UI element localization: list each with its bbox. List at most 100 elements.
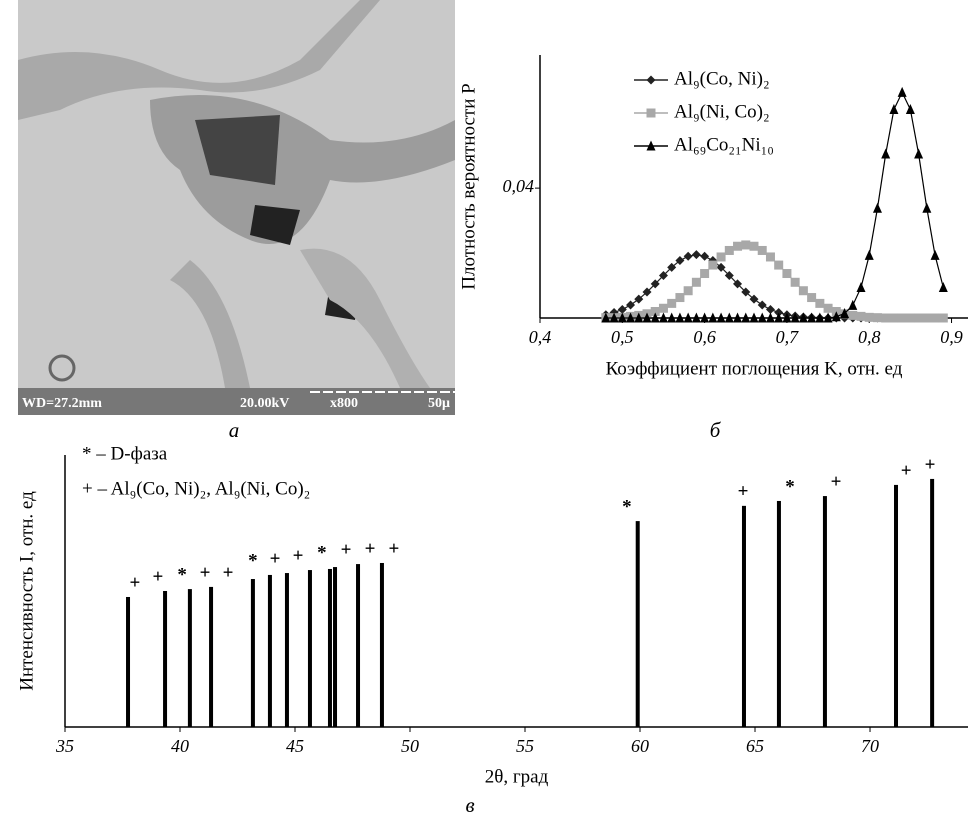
marker: [724, 312, 734, 323]
marker: [683, 286, 693, 296]
legend-label: Al₆₉Co₂₁Ni₁₀: [674, 134, 774, 155]
marker: [881, 148, 891, 159]
peak-label: +: [200, 562, 211, 583]
marker: [658, 303, 668, 313]
bar: [333, 567, 338, 727]
marker: [708, 260, 718, 270]
legend-note: + – Al₉(Co, Ni)₂, Al₉(Ni, Co)₂: [82, 478, 310, 499]
marker: [864, 312, 874, 322]
bar: [126, 596, 131, 727]
marker: [667, 312, 677, 323]
peak-label: +: [130, 572, 141, 593]
marker: [634, 294, 644, 304]
micrograph: WD=27.2mm 20.00kV x800 50μ а: [18, 0, 455, 442]
x-tick-label: 0,5: [611, 327, 634, 347]
x-tick-label: 65: [746, 736, 764, 756]
panel-label: а: [229, 418, 240, 442]
bar: [741, 505, 746, 727]
marker: [790, 277, 800, 287]
marker: [749, 294, 759, 304]
marker: [724, 270, 734, 280]
marker: [716, 262, 726, 272]
marker: [757, 312, 767, 323]
marker: [889, 104, 899, 115]
marker: [724, 245, 734, 255]
marker: [782, 269, 792, 279]
marker: [757, 300, 767, 310]
marker: [774, 312, 784, 323]
info-text: WD=27.2mm: [22, 396, 102, 411]
y-axis-label: Плотность вероятности P: [458, 83, 479, 289]
marker: [930, 249, 940, 260]
marker: [807, 312, 817, 323]
marker: [848, 299, 858, 310]
marker: [716, 312, 726, 323]
marker: [626, 300, 636, 310]
marker: [741, 287, 751, 297]
marker: [617, 312, 627, 323]
marker: [938, 313, 948, 323]
marker: [848, 310, 858, 320]
bar: [284, 573, 289, 727]
x-tick-label: 55: [516, 736, 534, 756]
marker: [856, 311, 866, 321]
marker: [741, 312, 751, 323]
x-tick-label: 40: [171, 736, 189, 756]
legend-note: * – D-фаза: [82, 443, 168, 464]
marker: [807, 293, 817, 303]
marker: [798, 286, 808, 296]
marker: [691, 277, 701, 287]
marker: [765, 305, 775, 315]
marker: [914, 148, 924, 159]
marker: [741, 240, 751, 250]
marker: [642, 312, 652, 323]
bar: [187, 589, 192, 727]
marker: [872, 313, 882, 323]
phase-region: [18, 0, 380, 120]
marker: [905, 104, 915, 115]
info-text: 50μ: [428, 396, 450, 411]
marker: [922, 202, 932, 213]
x-axis-label: 2θ, град: [485, 766, 549, 787]
marker: [675, 312, 685, 323]
marker: [815, 298, 825, 308]
x-tick-label: 0,8: [858, 327, 881, 347]
marker: [634, 312, 644, 323]
marker: [658, 270, 668, 280]
peak-label: +: [388, 538, 399, 559]
marker: [782, 312, 792, 323]
dark-phase: [195, 115, 280, 185]
bar: [250, 579, 255, 727]
marker: [889, 313, 899, 323]
x-axis-label: Коэффициент поглощения K, отн. ед: [606, 358, 903, 379]
marker: [609, 312, 619, 323]
marker: [798, 312, 808, 323]
marker: [691, 250, 701, 260]
marker: [930, 313, 940, 323]
marker: [749, 312, 759, 323]
marker: [905, 313, 915, 323]
x-tick-label: 0,7: [776, 327, 800, 347]
marker: [922, 313, 932, 323]
marker: [823, 312, 833, 323]
bar: [635, 521, 640, 727]
peak-label: *: [177, 564, 187, 585]
x-tick-label: 60: [631, 736, 649, 756]
legend-marker: [646, 108, 656, 118]
marker: [733, 312, 743, 323]
marker: [700, 269, 710, 279]
legend-marker: [646, 75, 656, 85]
legend-label: Al₉(Co, Ni)₂: [674, 68, 770, 89]
marker: [774, 260, 784, 270]
bar: [930, 478, 935, 727]
marker: [650, 312, 660, 323]
marker: [617, 305, 627, 315]
x-tick-label: 0,6: [693, 327, 716, 347]
marker: [675, 293, 685, 303]
marker: [601, 312, 611, 323]
marker: [733, 241, 743, 251]
marker: [683, 312, 693, 323]
series-line: [605, 254, 886, 319]
y-axis-label: Интенсивность I, отн. ед: [16, 491, 37, 691]
